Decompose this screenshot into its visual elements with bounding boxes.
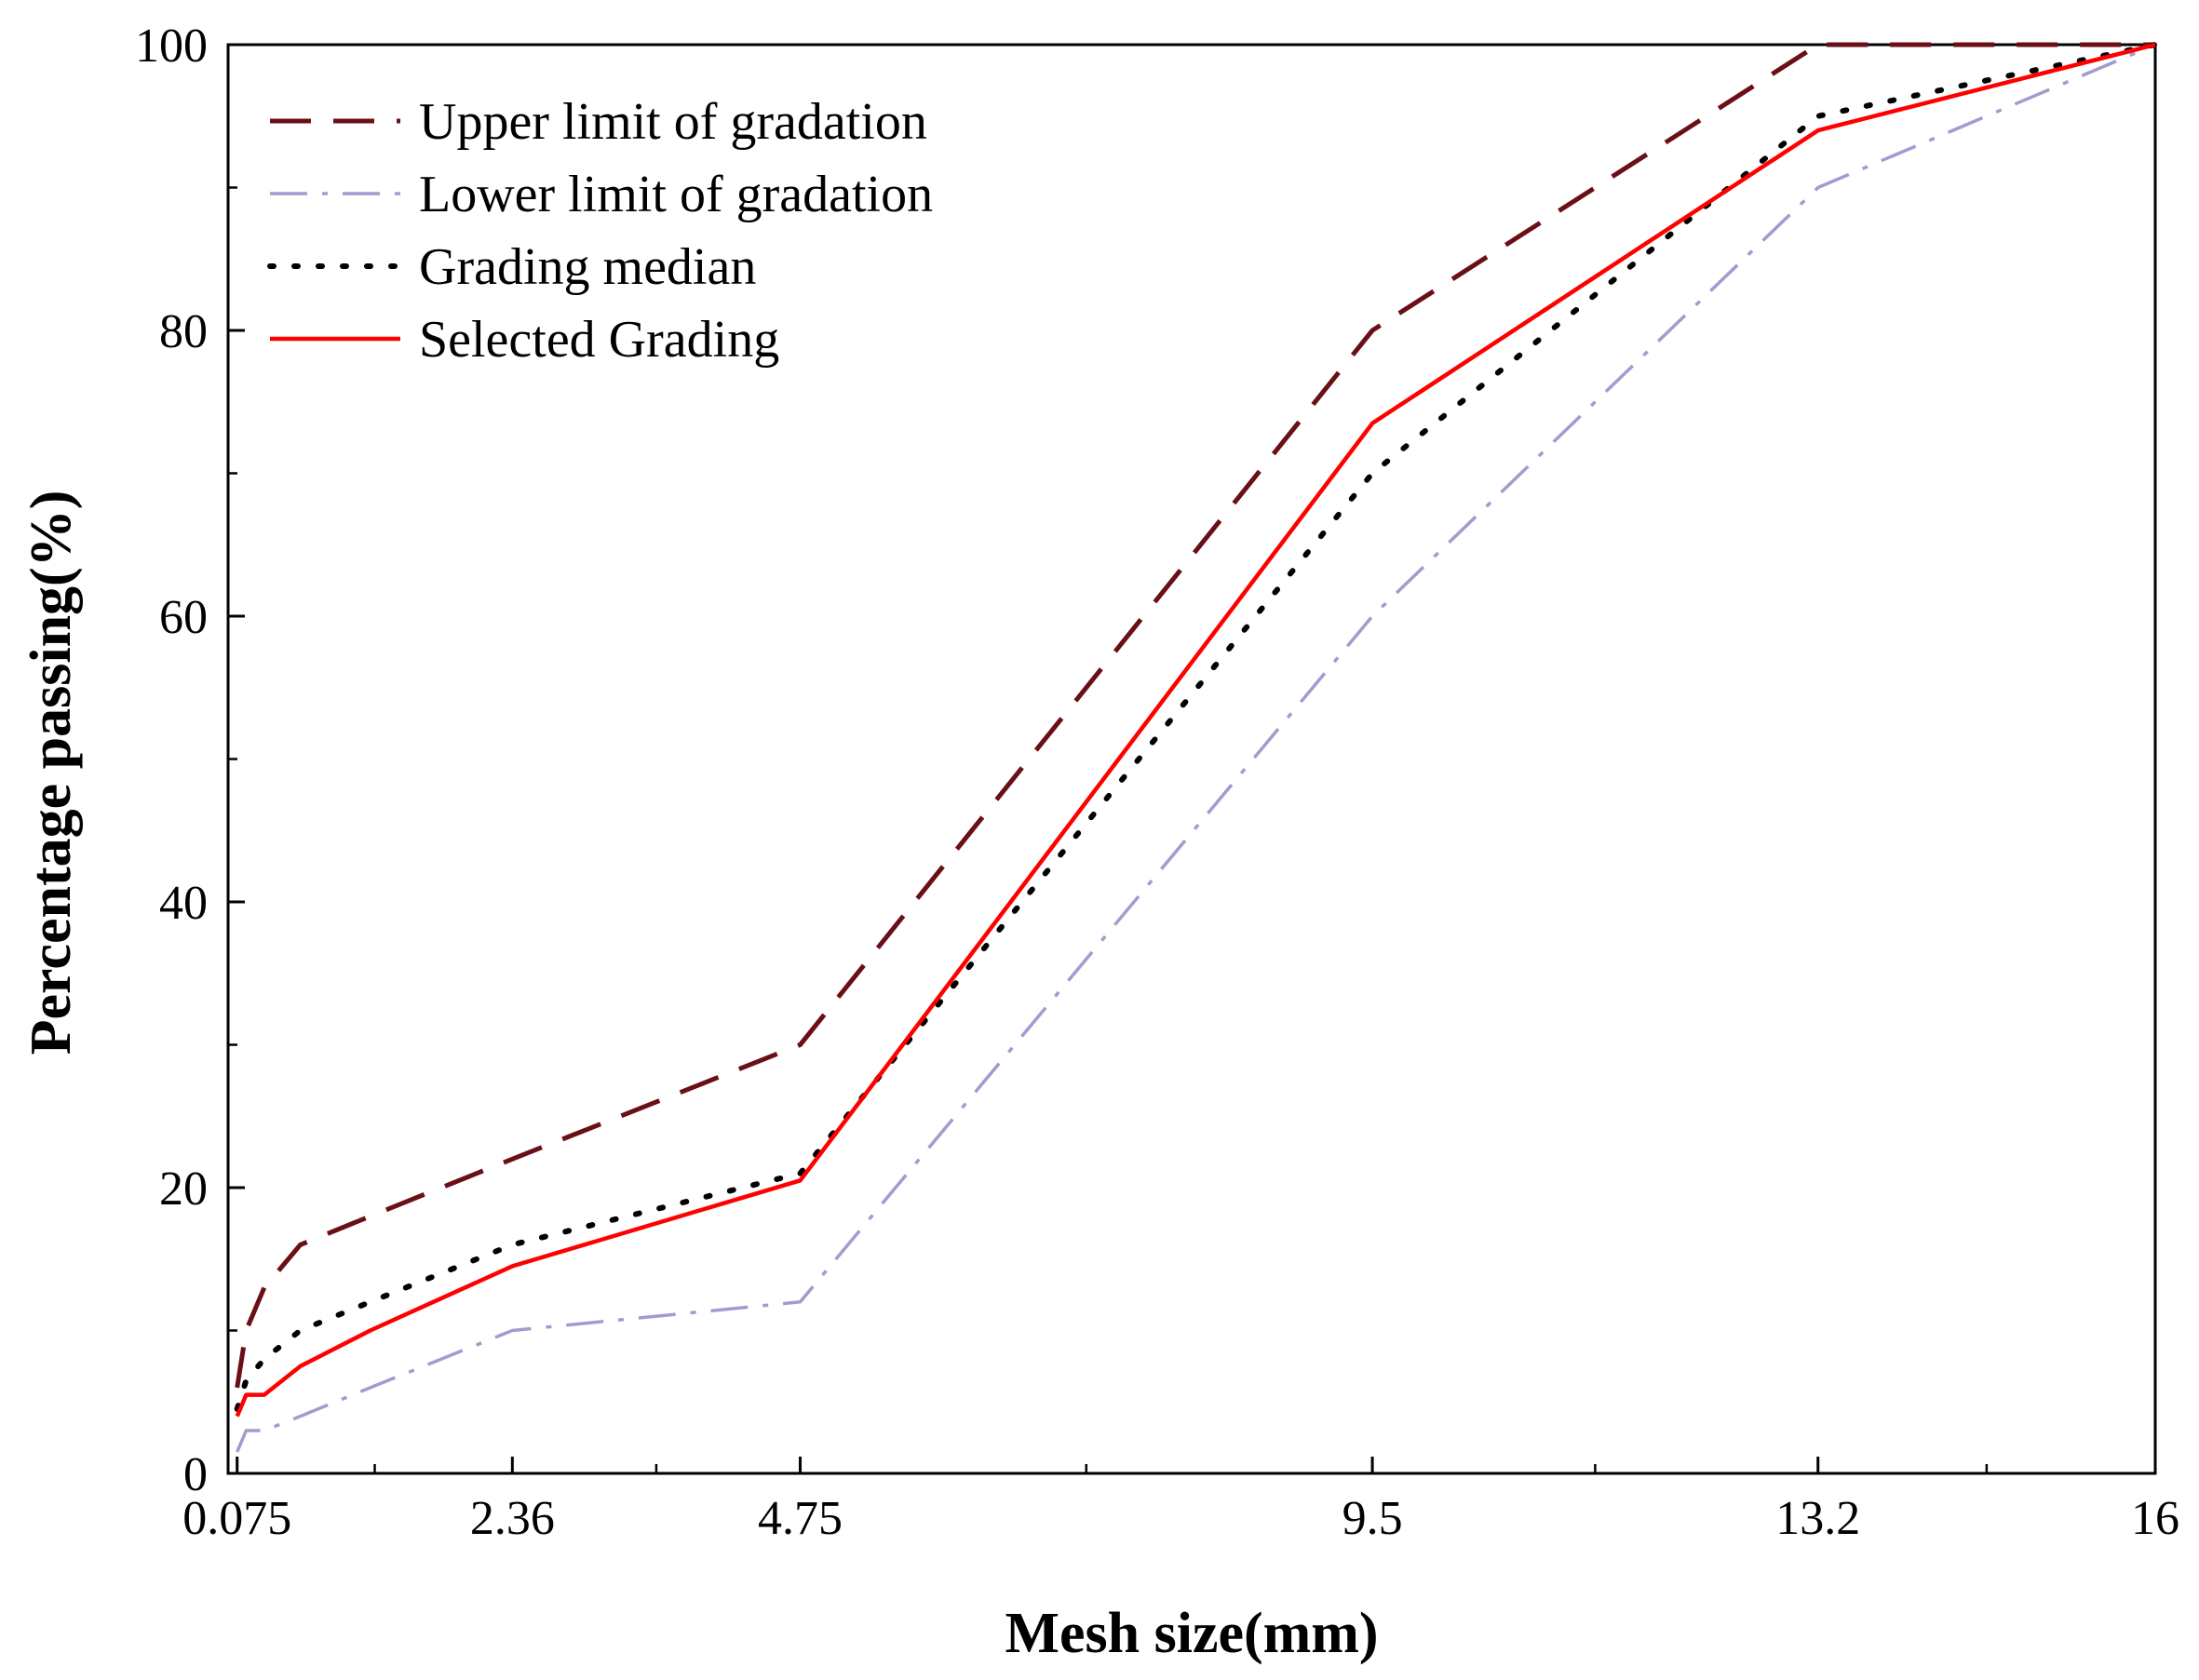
legend-label: Selected Grading: [419, 311, 779, 369]
series-line-upper-limit-of-gradation: [235, 42, 2155, 1389]
y-tick-label: 60: [159, 591, 208, 644]
x-tick-label: 16: [2131, 1492, 2179, 1545]
x-tick-label: 2.36: [470, 1492, 555, 1545]
y-tick-label: 100: [135, 20, 208, 73]
series-line-lower-limit-of-gradation: [236, 43, 2156, 1453]
axes: 0 20 40 60 80 100 0.075 2.36 4.75 9.5 13.2 16: [135, 20, 2179, 1545]
legend-label: Lower limit of gradation: [419, 166, 933, 223]
legend-label: Grading median: [419, 238, 756, 296]
legend-label: Upper limit of gradation: [419, 93, 927, 151]
y-tick-label: 0: [183, 1448, 208, 1501]
y-axis-title: Percentage passing(%): [20, 491, 83, 1055]
legend: Upper limit of gradation Lower limit of g…: [267, 93, 933, 369]
plot-area: [234, 42, 2158, 1453]
x-tick-label: 0.075: [182, 1492, 291, 1545]
x-axis-title: Mesh size(mm): [1005, 1602, 1378, 1665]
series-line-selected-grading: [235, 42, 2156, 1418]
x-tick-label: 4.75: [758, 1492, 843, 1545]
series-line-grading-median: [234, 42, 2158, 1412]
y-tick-label: 40: [159, 877, 208, 930]
x-tick-label: 13.2: [1775, 1492, 1860, 1545]
x-tick-label: 9.5: [1342, 1492, 1403, 1545]
y-tick-label: 80: [159, 305, 208, 358]
y-tick-label: 20: [159, 1163, 208, 1216]
